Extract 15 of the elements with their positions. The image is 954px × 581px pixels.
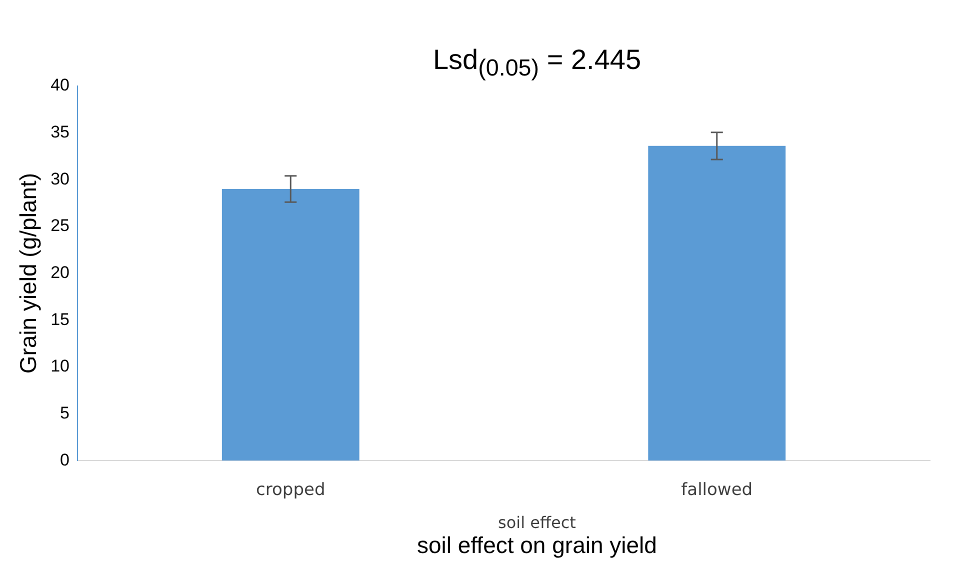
text: soil effect — [497, 513, 577, 532]
y-tick-label: 20 — [50, 262, 70, 282]
x-tick-label: fallowed — [681, 480, 753, 500]
y-tick-label: 0 — [60, 450, 70, 470]
y-tick-label: 40 — [50, 76, 70, 95]
y-axis-title: Grain yield (g/plant) — [15, 172, 42, 374]
y-tick-label: 15 — [50, 310, 70, 329]
y-tick-label: 5 — [60, 403, 70, 422]
x-tick-label: cropped — [256, 480, 326, 500]
y-tick-label: 35 — [50, 122, 70, 142]
y-tick-label: 25 — [50, 216, 70, 236]
y-tick-label: 10 — [50, 356, 70, 376]
x-axis-title: soil effect on grain yield — [416, 532, 658, 559]
y-tick-label: 30 — [50, 169, 70, 188]
chart-title: Lsd$_{(0.05)}$ = 2.445 — [432, 44, 642, 82]
